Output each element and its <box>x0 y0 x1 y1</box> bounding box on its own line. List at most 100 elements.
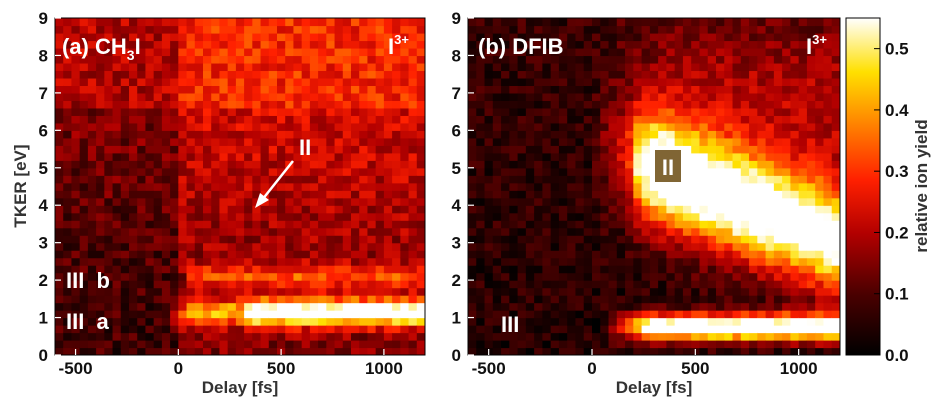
heatmap-b-cell <box>798 235 808 244</box>
heatmap-a-cell <box>87 32 97 42</box>
heatmap-a-cell <box>120 197 130 206</box>
heatmap-a-cell <box>161 272 171 281</box>
heatmap-b-cell <box>806 137 816 146</box>
heatmap-b-cell <box>567 272 577 281</box>
heatmap-b-cell <box>674 85 684 94</box>
heatmap-b-cell <box>625 190 634 199</box>
heatmap-a-cell <box>334 85 344 94</box>
heatmap-a-cell <box>367 242 377 251</box>
heatmap-a-cell <box>219 167 229 176</box>
heatmap-b-cell <box>699 40 709 49</box>
heatmap-a-cell <box>71 152 81 161</box>
heatmap-b-cell <box>831 100 840 109</box>
heatmap-b-cell <box>484 122 494 131</box>
heatmap-b-cell <box>468 265 477 274</box>
heatmap-a-cell <box>326 265 336 274</box>
axis-b-ytick-label: 2 <box>452 271 461 290</box>
heatmap-b-cell <box>823 92 833 101</box>
heatmap-a-cell <box>211 340 221 349</box>
heatmap-a-cell <box>219 40 229 49</box>
heatmap-a-cell <box>260 115 270 124</box>
heatmap-a-cell <box>194 197 204 206</box>
heatmap-b-cell <box>583 347 593 355</box>
heatmap-b-cell <box>773 55 783 64</box>
heatmap-a-cell <box>285 340 295 349</box>
heatmap-b-cell <box>831 55 840 64</box>
heatmap-b-cell <box>616 70 626 79</box>
heatmap-b-cell <box>633 100 643 109</box>
heatmap-b-cell <box>484 47 494 57</box>
heatmap-a-cell <box>252 160 262 169</box>
heatmap-b-cell <box>798 100 808 109</box>
heatmap-a-cell <box>268 167 278 176</box>
heatmap-a-cell <box>334 18 344 27</box>
heatmap-b-cell <box>823 130 833 139</box>
heatmap-a-cell <box>326 310 336 319</box>
heatmap-b-cell <box>575 325 585 334</box>
heatmap-b-cell <box>749 325 758 334</box>
heatmap-b-cell <box>782 347 791 355</box>
heatmap-a-cell <box>170 47 179 57</box>
heatmap-a-cell <box>112 317 122 326</box>
heatmap-b-cell <box>608 257 618 266</box>
heatmap-b-cell <box>476 235 486 244</box>
heatmap-b-cell <box>625 347 634 355</box>
heatmap-b-cell <box>517 227 527 236</box>
heatmap-a-cell <box>153 100 163 109</box>
heatmap-a-cell <box>235 167 245 176</box>
heatmap-b-cell <box>492 220 502 229</box>
heatmap-b-cell <box>625 205 634 214</box>
heatmap-a-cell <box>211 175 221 184</box>
heatmap-a-cell <box>252 347 262 355</box>
heatmap-b-cell <box>575 182 585 191</box>
heatmap-b-cell <box>633 145 643 154</box>
heatmap-b-cell <box>492 85 502 94</box>
heatmap-b-cell <box>492 137 502 146</box>
heatmap-b-cell <box>517 325 527 334</box>
heatmap-b-cell <box>476 18 486 27</box>
heatmap-b-cell <box>691 302 701 311</box>
heatmap-a-cell <box>351 347 360 355</box>
heatmap-b-cell <box>798 160 808 169</box>
heatmap-b-cell <box>666 302 676 311</box>
heatmap-b-cell <box>608 100 618 109</box>
heatmap-b-cell <box>468 310 477 319</box>
heatmap-b-cell <box>558 332 568 341</box>
heatmap-b-cell <box>492 25 502 34</box>
heatmap-b-cell <box>592 310 601 319</box>
heatmap-b-cell <box>798 70 808 79</box>
heatmap-b-cell <box>831 235 840 244</box>
x-axis-label-a: Delay [fs] <box>202 378 279 397</box>
heatmap-b-cell <box>592 272 601 281</box>
heatmap-a-cell <box>112 250 122 259</box>
heatmap-a-cell <box>194 18 204 27</box>
heatmap-a-cell <box>367 190 377 199</box>
heatmap-b-cell <box>682 100 692 109</box>
heatmap-a-cell <box>375 265 385 274</box>
heatmap-b-cell <box>790 220 800 229</box>
heatmap-a-cell <box>268 265 278 274</box>
heatmap-a-cell <box>79 212 89 221</box>
heatmap-a-cell <box>277 220 286 229</box>
heatmap-a-cell <box>161 317 171 326</box>
heatmap-a-cell <box>326 77 336 86</box>
heatmap-a-cell <box>104 347 114 355</box>
heatmap-b-cell <box>558 317 568 326</box>
heatmap-b-cell <box>691 280 701 289</box>
heatmap-a-cell <box>219 302 229 311</box>
heatmap-a-cell <box>268 302 278 311</box>
heatmap-a-cell <box>244 85 253 94</box>
heatmap-b-cell <box>542 347 552 355</box>
annotations-a: II III b III a <box>66 135 311 334</box>
heatmap-a-cell <box>186 265 196 274</box>
heatmap-b-cell <box>517 295 527 304</box>
heatmap-a-cell <box>104 137 114 146</box>
heatmap-a-cell <box>309 62 319 72</box>
heatmap-b-cell <box>831 227 840 236</box>
heatmap-a-cell <box>129 332 138 341</box>
heatmap-a-cell <box>104 115 114 124</box>
heatmap-b-cell <box>823 242 833 251</box>
heatmap-b-cell <box>492 77 502 86</box>
heatmap-a-cell <box>63 32 73 42</box>
heatmap-b-cell <box>691 92 701 101</box>
